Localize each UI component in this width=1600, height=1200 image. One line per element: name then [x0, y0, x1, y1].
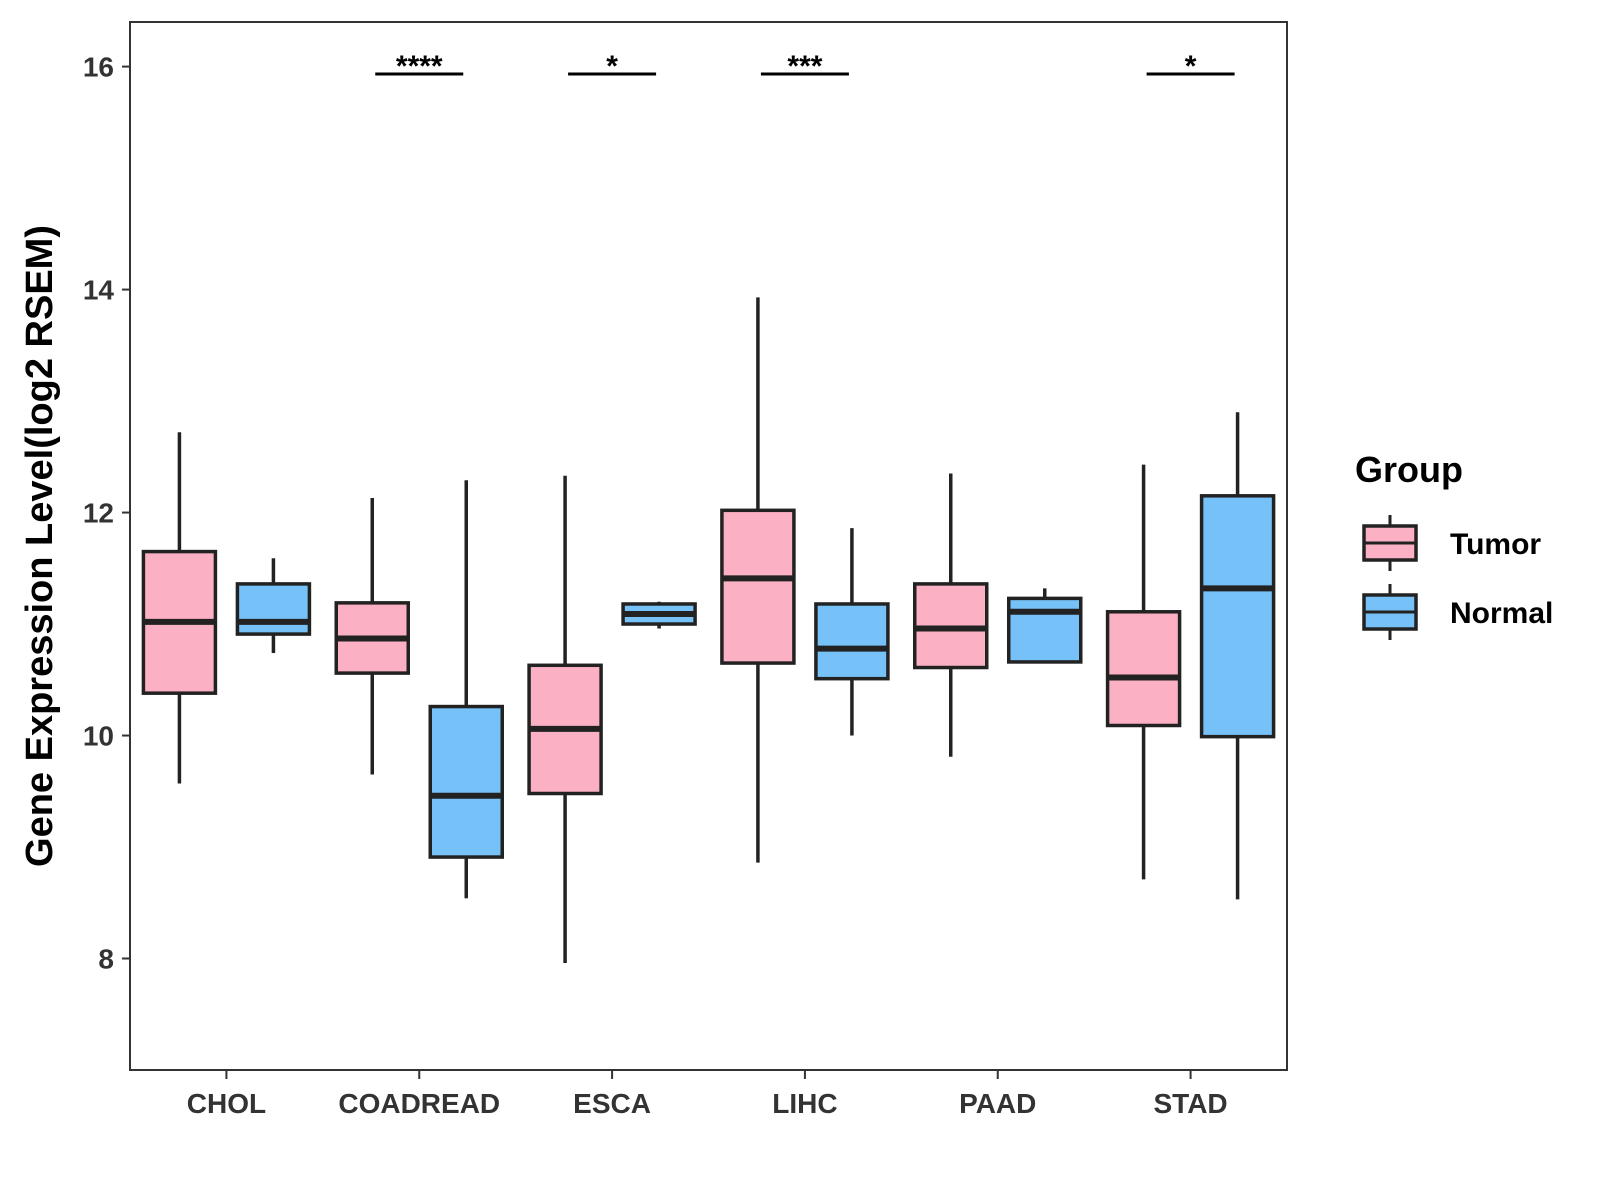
significance-label-lihc: *** — [787, 50, 822, 83]
panel-border — [129, 21, 1288, 1071]
box-body-chol-normal — [235, 582, 312, 636]
legend-label-tumor: Tumor — [1450, 528, 1541, 561]
plot-area — [141, 297, 1276, 963]
significance-annotations: **** * *** * — [375, 50, 1235, 83]
y-axis: 8 10 12 14 16 — [83, 52, 130, 975]
box-coadread-normal — [428, 480, 504, 899]
x-tick-label-lihc: LIHC — [772, 1088, 837, 1119]
box-esca-tumor — [527, 475, 603, 963]
box-body-lihc-normal — [814, 602, 890, 681]
x-tick-label-esca: ESCA — [573, 1088, 651, 1119]
box-chol-normal — [235, 558, 312, 654]
significance-label-esca: * — [606, 50, 618, 83]
box-paad-normal — [1007, 588, 1083, 664]
y-tick-label-16: 16 — [83, 52, 114, 83]
significance-label-coadread: **** — [396, 50, 443, 83]
y-tick-label-8: 8 — [98, 944, 114, 975]
box-body-paad-normal — [1007, 596, 1083, 664]
y-tick-label-10: 10 — [83, 721, 114, 752]
x-tick-label-paad: PAAD — [959, 1088, 1036, 1119]
legend: Group Tumor Normal — [1355, 449, 1553, 640]
box-esca-normal — [621, 601, 697, 629]
y-axis-title: Gene Expression Level(log2 RSEM) — [19, 225, 61, 867]
box-body-coadread-normal — [428, 704, 504, 859]
box-body-stad-tumor — [1105, 610, 1182, 728]
box-paad-tumor — [913, 473, 989, 757]
legend-title: Group — [1355, 449, 1463, 490]
box-chol-tumor — [141, 432, 218, 784]
significance-label-stad: * — [1185, 50, 1197, 83]
box-stad-tumor — [1105, 464, 1182, 880]
box-body-lihc-tumor — [720, 508, 796, 665]
box-lihc-normal — [814, 528, 890, 736]
x-tick-label-stad: STAD — [1154, 1088, 1228, 1119]
legend-label-normal: Normal — [1450, 597, 1553, 630]
box-lihc-tumor — [720, 297, 796, 863]
box-stad-normal — [1199, 412, 1276, 900]
box-coadread-tumor — [334, 498, 410, 775]
y-tick-label-12: 12 — [83, 498, 114, 529]
box-body-stad-normal — [1199, 494, 1276, 739]
x-tick-label-chol: CHOL — [187, 1088, 266, 1119]
legend-key-normal — [1362, 584, 1418, 640]
x-axis: CHOL COADREAD ESCA LIHC PAAD STAD — [187, 1070, 1228, 1119]
legend-key-tumor — [1362, 515, 1418, 571]
y-tick-label-14: 14 — [83, 275, 115, 306]
x-tick-label-coadread: COADREAD — [338, 1088, 500, 1119]
